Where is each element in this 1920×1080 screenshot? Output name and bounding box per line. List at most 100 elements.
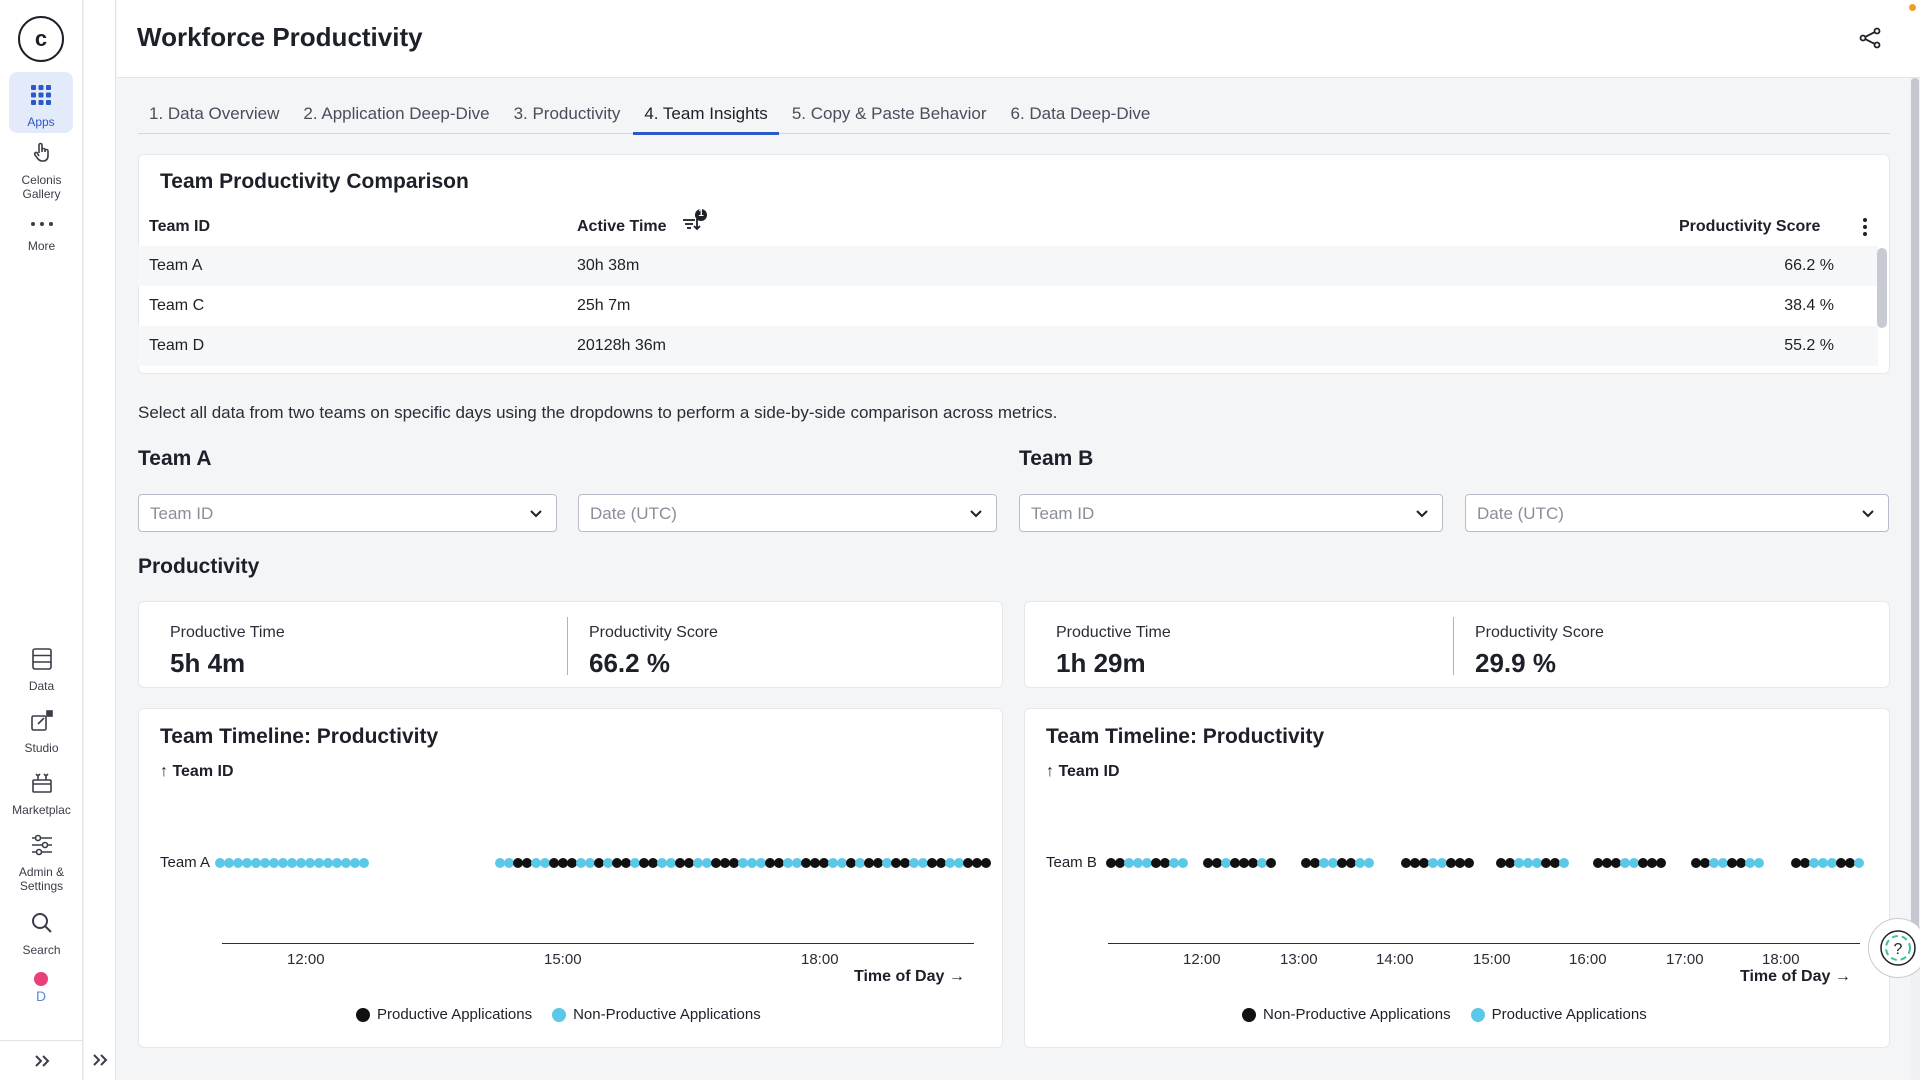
timeline-dot[interactable] [765,858,775,868]
table-row[interactable]: Team D 20128h 36m 55.2 % [138,326,1878,366]
page-scrollbar[interactable] [1910,78,1920,1080]
team-b-date-select[interactable]: Date (UTC) [1465,494,1889,532]
timeline-dot[interactable] [891,858,901,868]
timeline-dot[interactable] [1446,858,1456,868]
timeline-dot[interactable] [1410,858,1420,868]
timeline-dot[interactable] [621,858,631,868]
page-scrollbar-thumb[interactable] [1911,78,1919,948]
timeline-dot[interactable] [810,858,820,868]
timeline-dot[interactable] [1602,858,1612,868]
timeline-dot[interactable] [269,858,279,868]
timeline-dot[interactable] [855,858,865,868]
timeline-dot[interactable] [603,858,613,868]
timeline-dot[interactable] [783,858,793,868]
timeline-dot[interactable] [1514,858,1524,868]
timeline-dot[interactable] [1638,858,1648,868]
avatar[interactable]: D [26,972,56,1012]
timeline-dot[interactable] [981,858,991,868]
timeline-dot[interactable] [1337,858,1347,868]
timeline-dot[interactable] [1301,858,1311,868]
timeline-dot[interactable] [693,858,703,868]
table-scrollbar[interactable] [1877,248,1887,328]
timeline-dot[interactable] [1133,858,1143,868]
timeline-dot[interactable] [828,858,838,868]
timeline-dot[interactable] [1106,858,1116,868]
timeline-dot[interactable] [585,858,595,868]
timeline-dot[interactable] [504,858,514,868]
timeline-dot[interactable] [1523,858,1533,868]
timeline-dot[interactable] [1550,858,1560,868]
timeline-dot[interactable] [936,858,946,868]
expand-nav-button[interactable] [84,1040,116,1080]
timeline-dot[interactable] [1745,858,1755,868]
rail-item-more[interactable]: More [0,214,83,253]
rail-item-studio[interactable]: Studio [0,706,83,755]
timeline-dot[interactable] [657,858,667,868]
timeline-dot[interactable] [513,858,523,868]
timeline-dot[interactable] [1464,858,1474,868]
timeline-dot[interactable] [873,858,883,868]
timeline-dot[interactable] [648,858,658,868]
timeline-dot[interactable] [1178,858,1188,868]
timeline-dot[interactable] [711,858,721,868]
timeline-dot[interactable] [495,858,505,868]
timeline-dot[interactable] [1754,858,1764,868]
timeline-dot[interactable] [882,858,892,868]
timeline-dot[interactable] [1346,858,1356,868]
timeline-dot[interactable] [792,858,802,868]
legend-label[interactable]: Productive Applications [377,1006,533,1023]
timeline-dot[interactable] [1532,858,1542,868]
timeline-dot[interactable] [287,858,297,868]
timeline-dot[interactable] [531,858,541,868]
timeline-dot[interactable] [323,858,333,868]
legend-label[interactable]: Non-Productive Applications [1263,1006,1451,1023]
rail-item-admin-settings[interactable]: Admin & Settings [0,830,83,893]
timeline-dot[interactable] [1611,858,1621,868]
expand-rail-button[interactable] [0,1040,83,1080]
table-menu-icon[interactable] [1862,217,1868,237]
timeline-dot[interactable] [756,858,766,868]
timeline-dot[interactable] [675,858,685,868]
column-header-active-time[interactable]: Active Time [577,218,667,235]
timeline-dot[interactable] [1647,858,1657,868]
timeline-dot[interactable] [1691,858,1701,868]
timeline-dot[interactable] [1248,858,1258,868]
column-header-productivity-score[interactable]: Productivity Score [1679,218,1821,235]
timeline-dot[interactable] [1203,858,1213,868]
timeline-dot[interactable] [612,858,622,868]
timeline-dot[interactable] [1559,858,1569,868]
timeline-dot[interactable] [522,858,532,868]
timeline-dot[interactable] [684,858,694,868]
timeline-dot[interactable] [1364,858,1374,868]
timeline-dot[interactable] [1827,858,1837,868]
timeline-sort-label[interactable]: ↑ Team ID [160,763,234,780]
timeline-dot[interactable] [1496,858,1506,868]
column-header-team-id[interactable]: Team ID [149,218,211,235]
rail-item-data[interactable]: Data [0,644,83,693]
timeline-dot[interactable] [296,858,306,868]
rail-item-celonis-gallery[interactable]: Celonis Gallery [0,138,83,201]
timeline-dot[interactable] [1800,858,1810,868]
timeline-dot[interactable] [251,858,261,868]
timeline-dot[interactable] [1328,858,1338,868]
timeline-dot[interactable] [900,858,910,868]
timeline-dot[interactable] [1709,858,1719,868]
timeline-dot[interactable] [1809,858,1819,868]
timeline-dot[interactable] [729,858,739,868]
timeline-dot[interactable] [837,858,847,868]
timeline-dot[interactable] [594,858,604,868]
sort-filter-icon[interactable]: 1 [682,208,708,232]
timeline-dot[interactable] [558,858,568,868]
legend-label[interactable]: Productive Applications [1491,1006,1647,1023]
timeline-dot[interactable] [1845,858,1855,868]
timeline-dot[interactable] [972,858,982,868]
timeline-dot[interactable] [747,858,757,868]
tab-team-insights[interactable]: 4. Team Insights [633,96,780,135]
share-icon[interactable] [1858,26,1884,52]
timeline-dot[interactable] [1257,858,1267,868]
timeline-dot[interactable] [1818,858,1828,868]
timeline-dot[interactable] [224,858,234,868]
timeline-dot[interactable] [1541,858,1551,868]
timeline-dot[interactable] [1437,858,1447,868]
timeline-dot[interactable] [1124,858,1134,868]
